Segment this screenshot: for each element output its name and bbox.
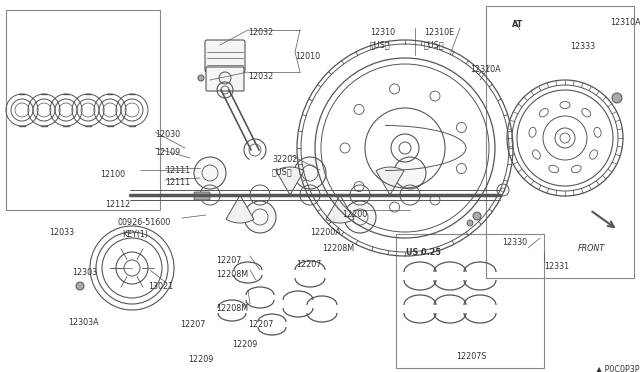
Wedge shape xyxy=(226,195,254,223)
Circle shape xyxy=(473,212,481,220)
Wedge shape xyxy=(326,195,354,223)
Text: 12200A: 12200A xyxy=(310,228,340,237)
Text: 12112: 12112 xyxy=(105,200,131,209)
Text: 32202: 32202 xyxy=(272,155,298,164)
Text: 12032: 12032 xyxy=(248,72,273,81)
Text: 12207S: 12207S xyxy=(456,352,486,361)
Circle shape xyxy=(294,157,326,189)
Text: 12111: 12111 xyxy=(165,166,190,175)
Text: 12109: 12109 xyxy=(155,148,180,157)
Circle shape xyxy=(244,201,276,233)
Text: 〈US〉: 〈US〉 xyxy=(424,40,445,49)
Text: 12100: 12100 xyxy=(100,170,125,179)
Text: 12030: 12030 xyxy=(155,130,180,139)
Text: AT: AT xyxy=(512,20,524,29)
Text: FRONT: FRONT xyxy=(578,244,605,253)
Bar xyxy=(486,6,634,278)
Text: 12207: 12207 xyxy=(248,320,273,329)
Bar xyxy=(6,10,160,210)
Text: 12303A: 12303A xyxy=(68,318,99,327)
Text: 12033: 12033 xyxy=(49,228,75,237)
Text: 12331: 12331 xyxy=(544,262,569,271)
Text: 00926-51600: 00926-51600 xyxy=(118,218,172,227)
Text: 12207: 12207 xyxy=(216,256,241,265)
FancyBboxPatch shape xyxy=(206,67,244,91)
Text: 12207: 12207 xyxy=(296,260,321,269)
Text: 〈US〉: 〈US〉 xyxy=(272,167,292,176)
Text: ▲ P0C0P3P: ▲ P0C0P3P xyxy=(596,364,639,372)
Text: 12303: 12303 xyxy=(72,268,97,277)
Text: 12333: 12333 xyxy=(570,42,595,51)
Text: 12207: 12207 xyxy=(180,320,205,329)
Circle shape xyxy=(76,282,84,290)
Text: 12208M: 12208M xyxy=(216,270,248,279)
Circle shape xyxy=(394,157,426,189)
Text: 12310E: 12310E xyxy=(424,28,454,37)
FancyBboxPatch shape xyxy=(194,192,210,200)
FancyBboxPatch shape xyxy=(205,40,245,72)
Text: 12209: 12209 xyxy=(188,355,213,364)
Circle shape xyxy=(344,201,376,233)
Text: 12330: 12330 xyxy=(502,238,527,247)
Text: 12208M: 12208M xyxy=(322,244,354,253)
Circle shape xyxy=(467,220,473,226)
Text: 12209: 12209 xyxy=(232,340,257,349)
Text: 12200: 12200 xyxy=(342,210,367,219)
Wedge shape xyxy=(276,167,304,195)
Circle shape xyxy=(198,75,204,81)
Text: 13021: 13021 xyxy=(148,282,173,291)
Text: 12208M: 12208M xyxy=(216,304,248,313)
Text: 12310A: 12310A xyxy=(470,65,500,74)
Circle shape xyxy=(612,93,622,103)
Text: 12032: 12032 xyxy=(248,28,273,37)
Text: 12310: 12310 xyxy=(370,28,395,37)
Text: 12111: 12111 xyxy=(165,178,190,187)
Wedge shape xyxy=(376,167,404,195)
Text: 〈US〉: 〈US〉 xyxy=(370,40,390,49)
Text: 12010: 12010 xyxy=(295,52,320,61)
Text: US 0.25: US 0.25 xyxy=(406,248,441,257)
Circle shape xyxy=(194,157,226,189)
Text: 12310A: 12310A xyxy=(610,18,640,27)
Bar xyxy=(396,234,544,368)
Text: KEY(1): KEY(1) xyxy=(122,230,148,239)
